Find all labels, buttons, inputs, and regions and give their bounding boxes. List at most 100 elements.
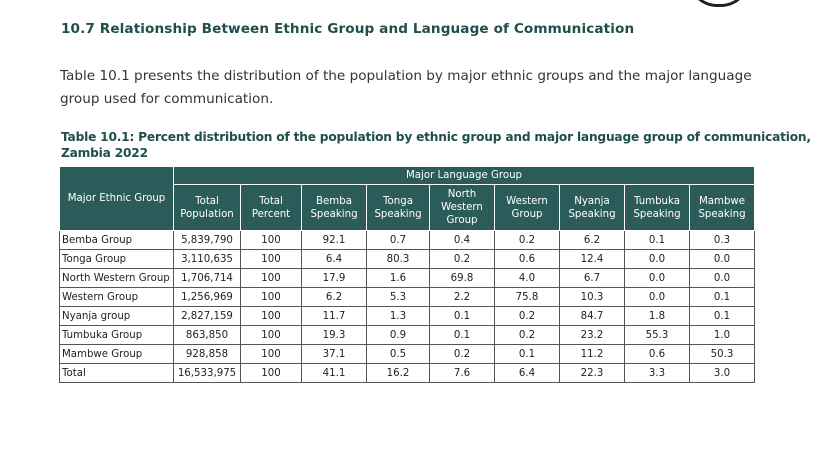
value-cell: 2.2 <box>429 287 495 307</box>
value-cell: 0.2 <box>429 344 495 364</box>
value-cell: 11.2 <box>559 344 625 364</box>
value-cell: 50.3 <box>689 344 755 364</box>
table-caption-line2: Zambia 2022 <box>61 146 148 160</box>
column-header: Total Population <box>173 184 241 231</box>
value-cell: 1.8 <box>624 306 690 326</box>
value-cell: 11.7 <box>301 306 367 326</box>
column-header: Tonga Speaking <box>366 184 430 231</box>
value-cell: 0.1 <box>429 325 495 345</box>
value-cell: 41.1 <box>301 363 367 383</box>
column-header: Bemba Speaking <box>301 184 367 231</box>
section-heading: 10.7 Relationship Between Ethnic Group a… <box>61 21 635 37</box>
value-cell: 0.2 <box>494 306 560 326</box>
value-cell: 6.4 <box>301 249 367 269</box>
value-cell: 92.1 <box>301 230 367 250</box>
table-row: Total 16,533,975 100 41.1 16.2 7.6 6.4 22.3 3.3 3… <box>59 363 755 383</box>
value-cell: 0.0 <box>689 268 755 288</box>
value-cell: 0.6 <box>494 249 560 269</box>
value-cell: 1,256,969 <box>173 287 241 307</box>
value-cell: 6.4 <box>494 363 560 383</box>
value-cell: 863,850 <box>173 325 241 345</box>
value-cell: 0.0 <box>689 249 755 269</box>
value-cell: 0.1 <box>494 344 560 364</box>
ethnic-group-cell: Total <box>59 363 174 383</box>
value-cell: 16.2 <box>366 363 430 383</box>
ethnic-group-cell: Tonga Group <box>59 249 174 269</box>
column-header: Tumbuka Speaking <box>624 184 690 231</box>
intro-paragraph: Table 10.1 presents the distribution of … <box>60 68 752 107</box>
value-cell: 1,706,714 <box>173 268 241 288</box>
value-cell: 0.9 <box>366 325 430 345</box>
value-cell: 7.6 <box>429 363 495 383</box>
value-cell: 0.6 <box>624 344 690 364</box>
value-cell: 19.3 <box>301 325 367 345</box>
value-cell: 3.3 <box>624 363 690 383</box>
value-cell: 1.0 <box>689 325 755 345</box>
value-cell: 5,839,790 <box>173 230 241 250</box>
value-cell: 37.1 <box>301 344 367 364</box>
value-cell: 55.3 <box>624 325 690 345</box>
value-cell: 0.4 <box>429 230 495 250</box>
table-row: Western Group 1,256,969 100 6.2 5.3 2.2 75.8 10… <box>59 287 755 307</box>
value-cell: 17.9 <box>301 268 367 288</box>
value-cell: 10.3 <box>559 287 625 307</box>
column-header: North Western Group <box>429 184 495 231</box>
value-cell: 2,827,159 <box>173 306 241 326</box>
table-row: Bemba Group 5,839,790 100 92.1 0.7 0.4 0.2 6.2 0… <box>59 230 755 250</box>
value-cell: 0.2 <box>429 249 495 269</box>
value-cell: 0.0 <box>624 268 690 288</box>
value-cell: 100 <box>240 325 302 345</box>
value-cell: 0.2 <box>494 325 560 345</box>
value-cell: 6.2 <box>301 287 367 307</box>
value-cell: 0.2 <box>494 230 560 250</box>
value-cell: 100 <box>240 344 302 364</box>
value-cell: 3,110,635 <box>173 249 241 269</box>
value-cell: 5.3 <box>366 287 430 307</box>
column-header: Total Percent <box>240 184 302 231</box>
value-cell: 0.1 <box>624 230 690 250</box>
value-cell: 12.4 <box>559 249 625 269</box>
value-cell: 0.1 <box>429 306 495 326</box>
value-cell: 100 <box>240 268 302 288</box>
value-cell: 1.6 <box>366 268 430 288</box>
value-cell: 0.7 <box>366 230 430 250</box>
value-cell: 6.7 <box>559 268 625 288</box>
table-row: Mambwe Group 928,858 100 37.1 0.5 0.2 0.1 11.2 0… <box>59 344 755 364</box>
value-cell: 100 <box>240 363 302 383</box>
ethnic-language-table: Major Ethnic Group Major Language Group … <box>59 166 755 383</box>
table-row: Nyanja group 2,827,159 100 11.7 1.3 0.1 0.2 84.… <box>59 306 755 326</box>
value-cell: 16,533,975 <box>173 363 241 383</box>
value-cell: 3.0 <box>689 363 755 383</box>
value-cell: 69.8 <box>429 268 495 288</box>
logo-emblem <box>688 0 750 7</box>
ethnic-group-cell: Nyanja group <box>59 306 174 326</box>
column-header: Western Group <box>494 184 560 231</box>
value-cell: 75.8 <box>494 287 560 307</box>
value-cell: 80.3 <box>366 249 430 269</box>
table-row: Tonga Group 3,110,635 100 6.4 80.3 0.2 0.6 12.4… <box>59 249 755 269</box>
value-cell: 0.1 <box>689 287 755 307</box>
value-cell: 22.3 <box>559 363 625 383</box>
value-cell: 928,858 <box>173 344 241 364</box>
value-cell: 1.3 <box>366 306 430 326</box>
value-cell: 100 <box>240 287 302 307</box>
value-cell: 100 <box>240 306 302 326</box>
table-caption-line1: Table 10.1: Percent distribution of the … <box>61 130 811 144</box>
table-row: North Western Group 1,706,714 100 17.9 1.6 69… <box>59 268 755 288</box>
ethnic-group-cell: Bemba Group <box>59 230 174 250</box>
ethnic-group-cell: Western Group <box>59 287 174 307</box>
value-cell: 23.2 <box>559 325 625 345</box>
ethnic-group-cell: Mambwe Group <box>59 344 174 364</box>
row-header: Major Ethnic Group <box>59 166 174 231</box>
value-cell: 84.7 <box>559 306 625 326</box>
value-cell: 6.2 <box>559 230 625 250</box>
column-header: Mambwe Speaking <box>689 184 755 231</box>
value-cell: 4.0 <box>494 268 560 288</box>
value-cell: 100 <box>240 249 302 269</box>
group-header: Major Language Group <box>173 166 755 185</box>
column-header: Nyanja Speaking <box>559 184 625 231</box>
value-cell: 100 <box>240 230 302 250</box>
table-caption: Table 10.1: Percent distribution of the … <box>61 129 811 161</box>
value-cell: 0.5 <box>366 344 430 364</box>
value-cell: 0.0 <box>624 249 690 269</box>
